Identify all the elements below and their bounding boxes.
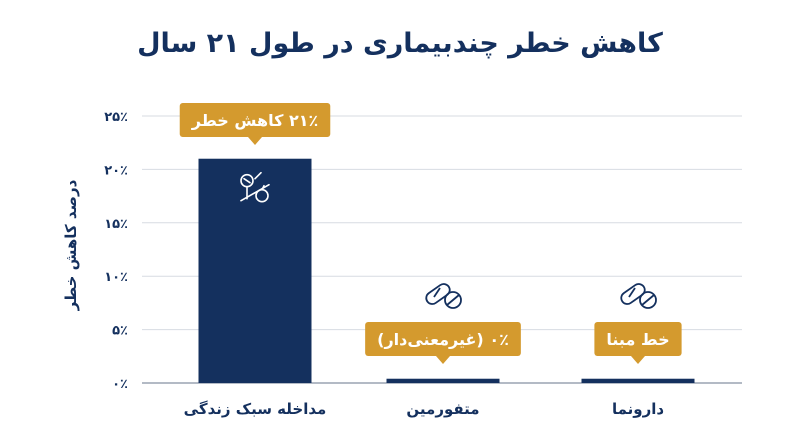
chart-title: کاهش خطر چندبیماری در طول ۲۱ سال [137, 28, 663, 59]
bar [386, 378, 500, 383]
y-tick-label: ۲۵٪ [104, 110, 128, 125]
x-tick-label: دارونما [612, 400, 664, 418]
y-tick-label: ۱۰٪ [104, 270, 128, 285]
callout-label: ۰٪ (غیرمعنی‌دار) [377, 330, 509, 349]
callout-box: ۲۱٪ کاهش خطر [179, 103, 331, 145]
bar-icons [240, 171, 657, 309]
y-axis-label: درصد کاهش خطر [62, 179, 80, 311]
x-tick-labels: مداخله سبک زندگی متفورمین دارونما [184, 400, 665, 418]
x-tick-label: مداخله سبک زندگی [184, 400, 327, 418]
callout-box: ۰٪ (غیرمعنی‌دار) [365, 322, 521, 364]
x-tick-label: متفورمین [406, 400, 479, 418]
pill-icon [620, 283, 657, 309]
bar [581, 378, 695, 383]
pill-icon [425, 283, 462, 309]
y-tick-labels: ۰٪ ۵٪ ۱۰٪ ۱۵٪ ۲۰٪ ۲۵٪ [104, 110, 128, 392]
y-tick-label: ۵٪ [112, 324, 128, 339]
y-tick-label: ۱۵٪ [104, 217, 128, 232]
callouts: ۲۱٪ کاهش خطر ۰٪ (غیرمعنی‌دار) خط مبنا [179, 103, 682, 364]
y-tick-label: ۲۰٪ [104, 163, 128, 178]
lifestyle-icon [240, 171, 270, 203]
callout-label: ۲۱٪ کاهش خطر [191, 111, 319, 130]
bar [198, 158, 312, 383]
callout-label: خط مبنا [606, 330, 669, 349]
y-tick-label: ۰٪ [112, 377, 128, 392]
callout-box: خط مبنا [594, 322, 682, 364]
bars [198, 158, 695, 383]
